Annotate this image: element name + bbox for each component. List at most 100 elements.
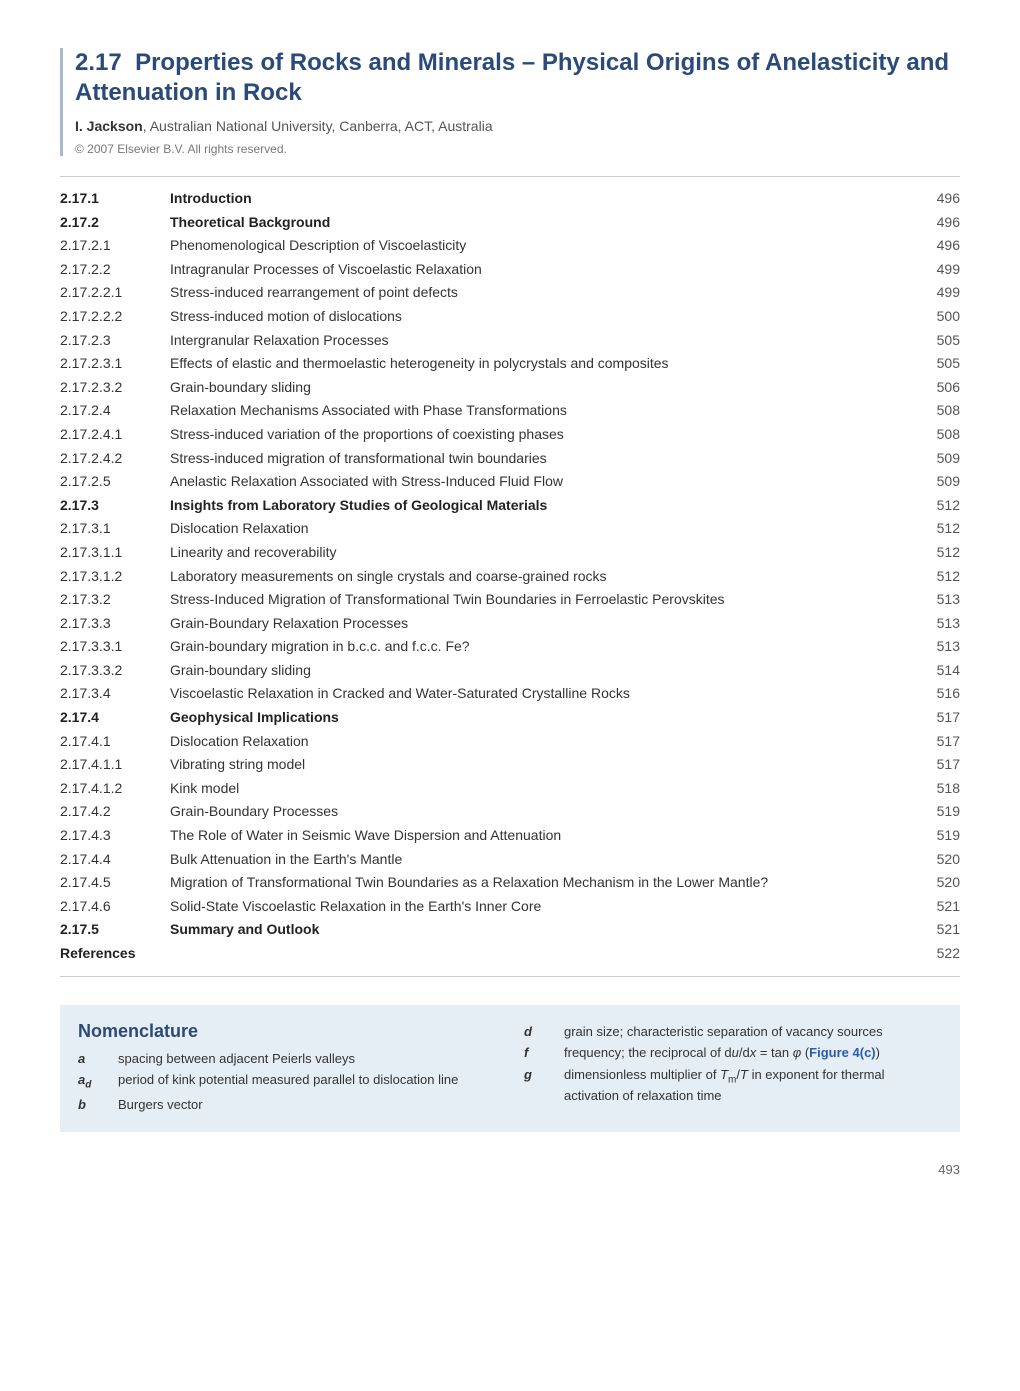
toc-page-number: 496: [916, 234, 960, 258]
toc-number: 2.17.3.1.1: [60, 541, 170, 565]
toc-number: 2.17.2.1: [60, 234, 170, 258]
author-affiliation: , Australian National University, Canber…: [143, 118, 493, 134]
toc-number: 2.17.3.1: [60, 517, 170, 541]
toc-row: 2.17.3.3.2Grain-boundary sliding514: [60, 659, 960, 683]
toc-number: 2.17.2.2.1: [60, 281, 170, 305]
toc-row: 2.17.3.4Viscoelastic Relaxation in Crack…: [60, 682, 960, 706]
toc-entry-title: Bulk Attenuation in the Earth's Mantle: [170, 848, 916, 872]
toc-page-number: 508: [916, 399, 960, 423]
chapter-title-text: Properties of Rocks and Minerals – Physi…: [75, 49, 949, 106]
nomenclature-left-column: Nomenclature aspacing between adjacent P…: [78, 1021, 496, 1116]
toc-page-number: 499: [916, 258, 960, 282]
toc-entry-title: Phenomenological Description of Viscoela…: [170, 234, 916, 258]
toc-number: 2.17.2.4.1: [60, 423, 170, 447]
toc-entry-title: Stress-induced migration of transformati…: [170, 447, 916, 471]
toc-entry-title: Stress-Induced Migration of Transformati…: [170, 588, 916, 612]
toc-row: 2.17.2.4Relaxation Mechanisms Associated…: [60, 399, 960, 423]
toc-number: 2.17.4.5: [60, 871, 170, 895]
nomenclature-symbol: g: [524, 1064, 564, 1107]
toc-row: 2.17.2.4.1Stress-induced variation of th…: [60, 423, 960, 447]
toc-row: 2.17.4.6Solid-State Viscoelastic Relaxat…: [60, 895, 960, 919]
nomenclature-symbol: d: [524, 1021, 564, 1043]
nomenclature-row: gdimensionless multiplier of Tm/T in exp…: [524, 1064, 942, 1107]
toc-entry-title: Stress-induced rearrangement of point de…: [170, 281, 916, 305]
toc-entry-title: Geophysical Implications: [170, 706, 916, 730]
author-line: I. Jackson, Australian National Universi…: [75, 118, 960, 134]
table-of-contents: 2.17.1Introduction4962.17.2Theoretical B…: [60, 176, 960, 977]
toc-number: 2.17.2.3.1: [60, 352, 170, 376]
nomenclature-definition: spacing between adjacent Peierls valleys: [118, 1048, 496, 1070]
toc-row: 2.17.3.1.1Linearity and recoverability51…: [60, 541, 960, 565]
toc-row: 2.17.3.2Stress-Induced Migration of Tran…: [60, 588, 960, 612]
toc-number: 2.17.4.4: [60, 848, 170, 872]
toc-row: 2.17.4.4Bulk Attenuation in the Earth's …: [60, 848, 960, 872]
toc-number: 2.17.3.4: [60, 682, 170, 706]
toc-entry-title: Intergranular Relaxation Processes: [170, 329, 916, 353]
toc-number: 2.17.2.2: [60, 258, 170, 282]
toc-number: 2.17.4.2: [60, 800, 170, 824]
toc-number: 2.17.4.3: [60, 824, 170, 848]
toc-page-number: 499: [916, 281, 960, 305]
nomenclature-definition: grain size; characteristic separation of…: [564, 1021, 942, 1043]
toc-entry-title: Dislocation Relaxation: [170, 730, 916, 754]
toc-page-number: 519: [916, 800, 960, 824]
nomenclature-symbol: f: [524, 1042, 564, 1064]
toc-page-number: 496: [916, 211, 960, 235]
nomenclature-symbol: a: [78, 1048, 118, 1070]
toc-entry-title: Migration of Transformational Twin Bound…: [170, 871, 916, 895]
toc-page-number: 517: [916, 706, 960, 730]
toc-number: 2.17.3.1.2: [60, 565, 170, 589]
toc-row: 2.17.4.1.1Vibrating string model517: [60, 753, 960, 777]
toc-row: 2.17.4.1Dislocation Relaxation517: [60, 730, 960, 754]
toc-entry-title: Anelastic Relaxation Associated with Str…: [170, 470, 916, 494]
toc-entry-title: Kink model: [170, 777, 916, 801]
nomenclature-heading: Nomenclature: [78, 1021, 496, 1042]
toc-page-number: 514: [916, 659, 960, 683]
toc-entry-title: Grain-Boundary Processes: [170, 800, 916, 824]
nomenclature-box: Nomenclature aspacing between adjacent P…: [60, 1005, 960, 1132]
toc-page-number: 521: [916, 918, 960, 942]
toc-page-number: 512: [916, 541, 960, 565]
toc-number: 2.17.3: [60, 494, 170, 518]
toc-number: 2.17.2.5: [60, 470, 170, 494]
toc-number: 2.17.4.1.1: [60, 753, 170, 777]
toc-row: 2.17.2.2.1Stress-induced rearrangement o…: [60, 281, 960, 305]
toc-page-number: 522: [916, 942, 960, 966]
toc-page-number: 513: [916, 635, 960, 659]
toc-row: 2.17.2.1Phenomenological Description of …: [60, 234, 960, 258]
toc-number: References: [60, 942, 170, 966]
nomenclature-row: adperiod of kink potential measured para…: [78, 1069, 496, 1094]
page-number: 493: [60, 1162, 960, 1177]
toc-page-number: 509: [916, 447, 960, 471]
toc-row: 2.17.3Insights from Laboratory Studies o…: [60, 494, 960, 518]
toc-row: 2.17.2.3.2Grain-boundary sliding506: [60, 376, 960, 400]
nomenclature-row: bBurgers vector: [78, 1094, 496, 1116]
toc-entry-title: [170, 942, 916, 966]
toc-page-number: 518: [916, 777, 960, 801]
toc-page-number: 505: [916, 329, 960, 353]
chapter-title: 2.17 Properties of Rocks and Minerals – …: [75, 48, 960, 108]
toc-row: 2.17.2Theoretical Background496: [60, 211, 960, 235]
toc-number: 2.17.2.4.2: [60, 447, 170, 471]
toc-entry-title: Effects of elastic and thermoelastic het…: [170, 352, 916, 376]
toc-entry-title: Stress-induced motion of dislocations: [170, 305, 916, 329]
toc-page-number: 517: [916, 730, 960, 754]
toc-row: 2.17.2.3Intergranular Relaxation Process…: [60, 329, 960, 353]
toc-entry-title: Dislocation Relaxation: [170, 517, 916, 541]
toc-page-number: 521: [916, 895, 960, 919]
toc-number: 2.17.4.1.2: [60, 777, 170, 801]
title-block: 2.17 Properties of Rocks and Minerals – …: [60, 48, 960, 156]
nomenclature-row: ffrequency; the reciprocal of du/dx = ta…: [524, 1042, 942, 1064]
toc-row: 2.17.4.3The Role of Water in Seismic Wav…: [60, 824, 960, 848]
toc-number: 2.17.3.3.2: [60, 659, 170, 683]
nomenclature-row: dgrain size; characteristic separation o…: [524, 1021, 942, 1043]
toc-entry-title: Insights from Laboratory Studies of Geol…: [170, 494, 916, 518]
toc-number: 2.17.3.2: [60, 588, 170, 612]
toc-row: 2.17.2.2Intragranular Processes of Visco…: [60, 258, 960, 282]
toc-page-number: 500: [916, 305, 960, 329]
nomenclature-definition: dimensionless multiplier of Tm/T in expo…: [564, 1064, 942, 1107]
toc-page-number: 505: [916, 352, 960, 376]
toc-entry-title: Grain-boundary migration in b.c.c. and f…: [170, 635, 916, 659]
toc-page-number: 517: [916, 753, 960, 777]
toc-row: 2.17.4Geophysical Implications517: [60, 706, 960, 730]
